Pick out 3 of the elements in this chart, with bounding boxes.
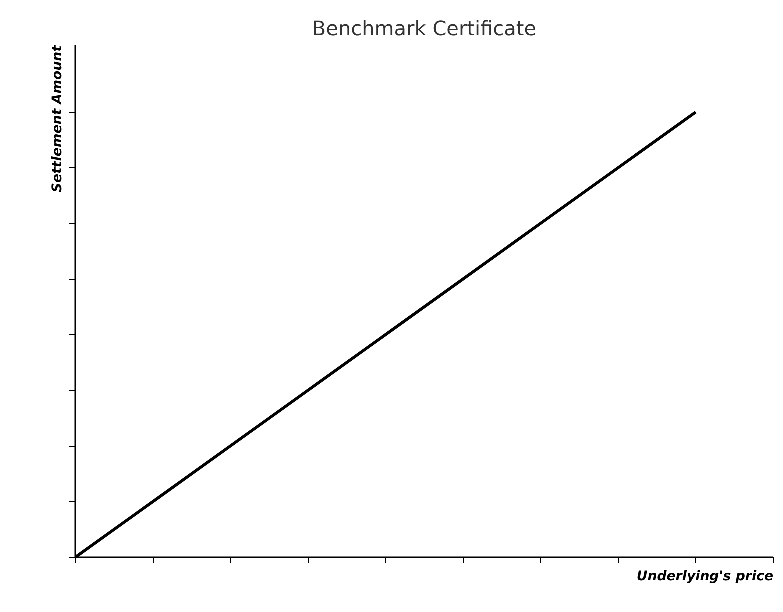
y-axis-title: Settlement Amount (50, 44, 66, 193)
x-axis-title: Underlying's price (636, 570, 774, 584)
chart-title: Benchmark Certificate (312, 16, 537, 40)
